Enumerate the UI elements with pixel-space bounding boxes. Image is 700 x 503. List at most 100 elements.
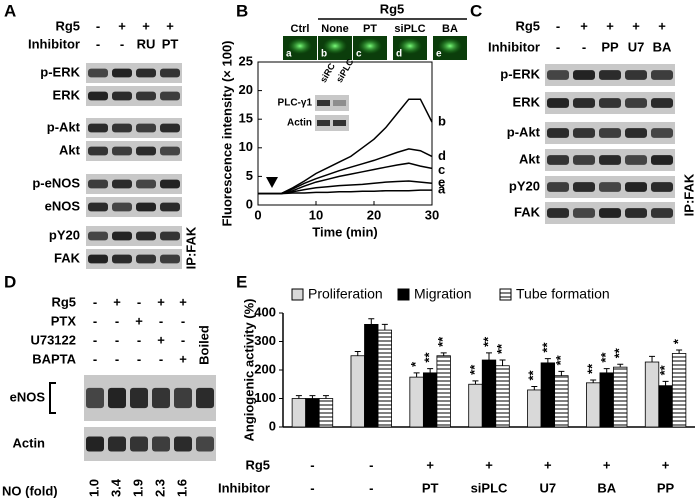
blot-band bbox=[625, 70, 647, 80]
blot-band bbox=[651, 208, 673, 218]
y-axis-label: Fluorescence intensity (× 100) bbox=[219, 40, 234, 226]
blot-band bbox=[136, 91, 156, 101]
panel-label: A bbox=[4, 1, 16, 20]
series-label: b bbox=[438, 113, 446, 128]
lane-sign: - bbox=[115, 351, 119, 366]
cell bbox=[288, 38, 312, 54]
blot-band bbox=[160, 91, 180, 101]
image-title: None bbox=[321, 23, 349, 35]
footer-value: 1.9 bbox=[130, 479, 145, 497]
blot-band bbox=[573, 182, 595, 192]
blot-strip bbox=[86, 249, 182, 269]
panel-label: D bbox=[4, 272, 16, 291]
blot-name: ERK bbox=[513, 94, 541, 109]
ip-note: IP:FAK bbox=[681, 173, 696, 216]
lane-sign: + bbox=[135, 313, 143, 328]
bar bbox=[436, 355, 451, 428]
image-title: Ctrl bbox=[291, 23, 310, 35]
error-bar bbox=[413, 372, 420, 378]
lane-sign: - bbox=[96, 18, 100, 33]
blot-band bbox=[130, 387, 148, 409]
blot-band bbox=[547, 98, 569, 108]
blot-band bbox=[174, 436, 192, 452]
bar bbox=[422, 372, 438, 428]
blot-band bbox=[136, 254, 156, 264]
error-bar bbox=[617, 363, 624, 368]
ip-note: IP:FAK bbox=[183, 226, 198, 269]
blot-band bbox=[625, 182, 647, 192]
legend-swatch bbox=[499, 288, 512, 301]
blot-band bbox=[112, 123, 132, 133]
bar bbox=[305, 398, 320, 428]
blot-strip bbox=[86, 118, 182, 138]
blot-band bbox=[625, 155, 647, 165]
image-title: siPLC bbox=[394, 23, 425, 35]
cell bbox=[398, 38, 422, 54]
blot-band bbox=[573, 128, 595, 138]
blot-name: p-Akt bbox=[507, 124, 541, 139]
bar bbox=[318, 398, 334, 428]
y-tick-label: 5 bbox=[246, 168, 253, 183]
x-tick-label: 30 bbox=[425, 207, 439, 222]
image-tag: c bbox=[356, 49, 362, 60]
blot-strip bbox=[86, 197, 182, 217]
blot-band bbox=[599, 155, 621, 165]
error-bar bbox=[486, 352, 492, 361]
blot-band bbox=[547, 155, 569, 165]
bar bbox=[540, 362, 556, 428]
blot-name: eNOS bbox=[45, 198, 81, 213]
condition-name: Rg5 bbox=[55, 18, 80, 33]
lane-sign: + bbox=[179, 294, 187, 309]
blot-band bbox=[599, 70, 621, 80]
condition-name: Inhibitor bbox=[28, 36, 80, 51]
blot-band bbox=[599, 98, 621, 108]
error-bar bbox=[309, 395, 316, 399]
bar bbox=[554, 375, 569, 428]
blot-band bbox=[88, 123, 108, 133]
lane-sign: siPLC bbox=[471, 480, 508, 495]
lane-sign: + bbox=[662, 457, 670, 472]
bar bbox=[671, 353, 687, 428]
legend-swatch bbox=[397, 288, 410, 301]
error-bar bbox=[368, 318, 375, 325]
significance: ** bbox=[553, 354, 568, 365]
blot-band bbox=[625, 98, 647, 108]
image-tag: e bbox=[436, 49, 442, 60]
lane-sign: + bbox=[658, 18, 666, 33]
y-tick-label: 0 bbox=[246, 196, 253, 211]
blot-band bbox=[160, 146, 180, 156]
bar bbox=[613, 366, 628, 428]
series-label: a bbox=[438, 182, 446, 197]
error-bar bbox=[499, 359, 506, 366]
cell bbox=[438, 38, 462, 54]
blot-name: FAK bbox=[514, 204, 541, 219]
blot-band bbox=[112, 202, 132, 212]
blot-band bbox=[112, 254, 132, 264]
blot-band bbox=[196, 436, 214, 452]
image-group: Rg5 bbox=[380, 1, 405, 16]
blot-band bbox=[573, 155, 595, 165]
condition-name: BAPTA bbox=[32, 351, 76, 366]
blot-band bbox=[130, 436, 148, 452]
x-tick-label: 0 bbox=[254, 207, 261, 222]
lane-sign: - bbox=[93, 332, 97, 347]
blot-band bbox=[88, 91, 108, 101]
cell bbox=[358, 38, 382, 54]
blot-band bbox=[547, 128, 569, 138]
blot-band bbox=[651, 155, 673, 165]
error-bar bbox=[427, 368, 434, 373]
bar bbox=[350, 355, 365, 428]
bar bbox=[527, 389, 542, 428]
error-bar bbox=[322, 395, 329, 399]
blot-band bbox=[573, 98, 595, 108]
lane-sign: - bbox=[115, 313, 119, 328]
lane-sign: BA bbox=[597, 480, 616, 495]
significance: ** bbox=[657, 364, 672, 375]
significance: * bbox=[408, 361, 423, 367]
lane-sign: PT bbox=[162, 36, 179, 51]
blot-band bbox=[88, 179, 108, 189]
inset-lane: siPLC bbox=[334, 57, 356, 85]
blot-band bbox=[108, 436, 126, 452]
blot-band bbox=[88, 146, 108, 156]
